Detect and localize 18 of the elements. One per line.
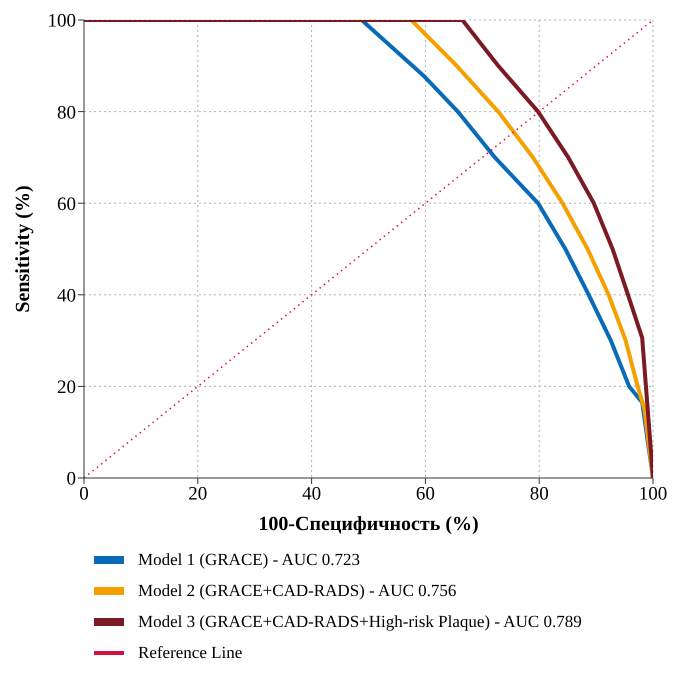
y-tick-label: 100 [48, 10, 76, 32]
x-tick-label: 20 [188, 483, 208, 504]
x-tick-label: 40 [302, 483, 322, 504]
legend-label: Model 3 (GRACE+CAD-RADS+High-risk Plaque) - AUC 0.789 [138, 612, 582, 632]
y-tick-label: 0 [66, 468, 76, 490]
y-axis-title: Sensitivity (%) [12, 185, 34, 313]
x-tick-label: 0 [79, 483, 89, 504]
x-axis-title: 100-Специфичность (%) [258, 513, 479, 535]
y-tick-label: 40 [57, 286, 76, 307]
x-tick-label: 100 [638, 483, 668, 504]
y-tick-label: 60 [57, 194, 76, 215]
x-tick-label: 80 [530, 483, 549, 504]
x-tick-label: 60 [416, 483, 435, 504]
legend-label: Reference Line [138, 642, 242, 662]
legend-label: Model 2 (GRACE+CAD-RADS) - AUC 0.756 [138, 580, 456, 600]
y-tick-label: 80 [57, 102, 76, 124]
y-tick-label: 20 [57, 377, 76, 398]
legend-label: Model 1 (GRACE) - AUC 0.723 [138, 550, 360, 570]
